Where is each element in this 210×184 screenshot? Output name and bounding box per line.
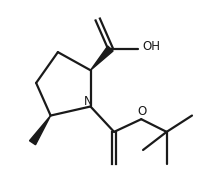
Polygon shape	[29, 116, 51, 145]
Text: N: N	[84, 95, 93, 108]
Text: O: O	[138, 105, 147, 118]
Polygon shape	[91, 46, 113, 70]
Text: OH: OH	[142, 40, 160, 53]
